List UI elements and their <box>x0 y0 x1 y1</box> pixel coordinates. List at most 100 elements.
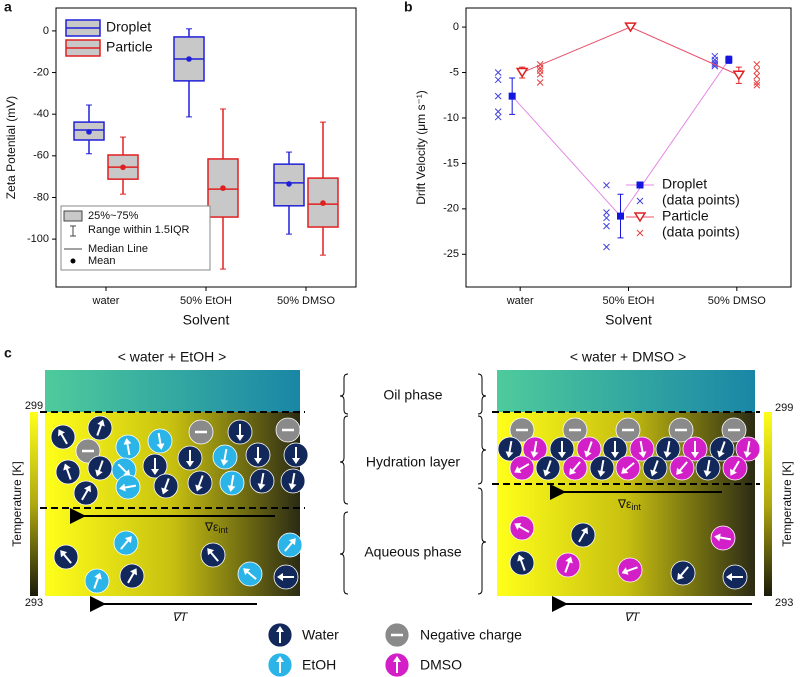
molecule <box>722 455 748 481</box>
arrow-head <box>663 451 672 458</box>
arrow-head <box>186 461 194 467</box>
key-label: Median Line <box>88 243 148 255</box>
arrow-shaft <box>600 459 605 474</box>
y-tick-label: -15 <box>443 157 459 169</box>
arrow-head <box>530 451 539 458</box>
arrow-shaft <box>209 550 219 562</box>
molecule <box>384 622 410 648</box>
arrow-head <box>393 656 401 662</box>
data-point <box>536 70 544 78</box>
arrow-head <box>726 573 732 581</box>
arrow-head <box>581 527 588 535</box>
arrow-shaft <box>564 559 571 573</box>
legend-label: Negative charge <box>420 627 522 643</box>
arrow-shaft <box>284 540 294 552</box>
molecule-arrow <box>127 568 137 584</box>
molecule-arrow <box>676 461 688 475</box>
molecule <box>280 468 306 494</box>
arrow-shaft <box>533 440 538 455</box>
molecule-arrow <box>277 573 294 581</box>
molecule <box>267 652 293 677</box>
panel-label: c <box>4 345 12 361</box>
arrow-head <box>276 626 284 632</box>
molecule <box>709 436 735 462</box>
arrow-head <box>743 451 752 458</box>
molecule-arrow <box>58 429 68 445</box>
colorbar-max: 299 <box>775 402 793 414</box>
y-tick-label: -10 <box>443 112 459 124</box>
molecule <box>509 515 535 541</box>
arrow-shaft <box>93 575 100 589</box>
key-label: Mean <box>88 255 116 267</box>
molecule <box>655 436 681 462</box>
molecule-arrow <box>120 536 132 550</box>
molecule-arrow <box>254 447 262 464</box>
legend-label: Particle <box>106 39 153 55</box>
arrow-head <box>58 429 65 437</box>
molecule-arrow <box>703 459 712 477</box>
molecule-arrow <box>726 573 743 581</box>
arrow-head <box>130 568 137 576</box>
molecule <box>509 550 535 576</box>
key-label: 25%~75% <box>88 210 139 222</box>
molecule-arrow <box>621 566 638 575</box>
arrow-shaft <box>96 422 103 436</box>
molecule-arrow <box>227 474 236 492</box>
data-point <box>603 181 610 189</box>
phase-label: Hydration layer <box>366 454 460 470</box>
molecule-arrow <box>517 554 526 571</box>
arrow-head <box>84 485 91 493</box>
molecule-arrow <box>691 441 699 458</box>
arrow-shaft <box>623 462 635 472</box>
phase-label: Aqueous phase <box>364 544 462 560</box>
arrow-shaft <box>678 461 688 473</box>
molecule-arrow <box>284 538 296 552</box>
arrow-shaft <box>260 472 265 487</box>
y-tick-label: -20 <box>33 66 49 78</box>
arrow-head <box>227 485 236 492</box>
molecule-arrow <box>597 459 606 477</box>
arrow-shaft <box>81 488 90 501</box>
arrow-head <box>95 469 103 477</box>
molecule <box>153 473 179 499</box>
x-tick-label: water <box>506 295 534 307</box>
molecule-arrow <box>578 527 588 543</box>
legend-label: Droplet <box>106 19 151 35</box>
y-tick-label: -20 <box>443 203 459 215</box>
arrow-shaft <box>197 475 204 489</box>
molecule <box>562 417 588 443</box>
molecule <box>710 525 736 551</box>
molecule <box>669 455 695 481</box>
y-tick-label: 0 <box>453 21 459 33</box>
key-swatch <box>70 225 76 237</box>
arrow-head <box>677 572 685 580</box>
y-axis-label: Zeta Potential (mV) <box>4 96 18 199</box>
arrow-shaft <box>291 472 296 487</box>
molecule-arrow <box>514 523 530 533</box>
molecule-arrow <box>505 440 514 458</box>
oil-phase <box>45 370 300 412</box>
data-point <box>753 79 761 86</box>
molecule <box>695 455 721 481</box>
molecule-arrow <box>677 566 689 580</box>
molecule-arrow <box>584 441 593 458</box>
molecule <box>273 564 299 590</box>
molecule-arrow <box>220 448 229 466</box>
arrow-shaft <box>719 441 726 455</box>
molecule <box>187 470 213 496</box>
molecule-arrow <box>276 656 284 673</box>
gradient-subscript: int <box>631 502 641 512</box>
molecule <box>522 436 548 462</box>
arrow-head <box>276 656 284 662</box>
data-point <box>536 64 544 72</box>
arrow-shaft <box>666 440 671 455</box>
arrow-head <box>514 523 522 530</box>
molecule <box>53 544 79 570</box>
data-point <box>494 76 502 84</box>
arrow-head <box>569 467 577 475</box>
molecule <box>562 455 588 481</box>
mean-marker <box>515 67 529 78</box>
arrow-head <box>195 484 203 492</box>
legend-swatch <box>636 181 644 189</box>
colorbar-min: 293 <box>775 597 793 609</box>
